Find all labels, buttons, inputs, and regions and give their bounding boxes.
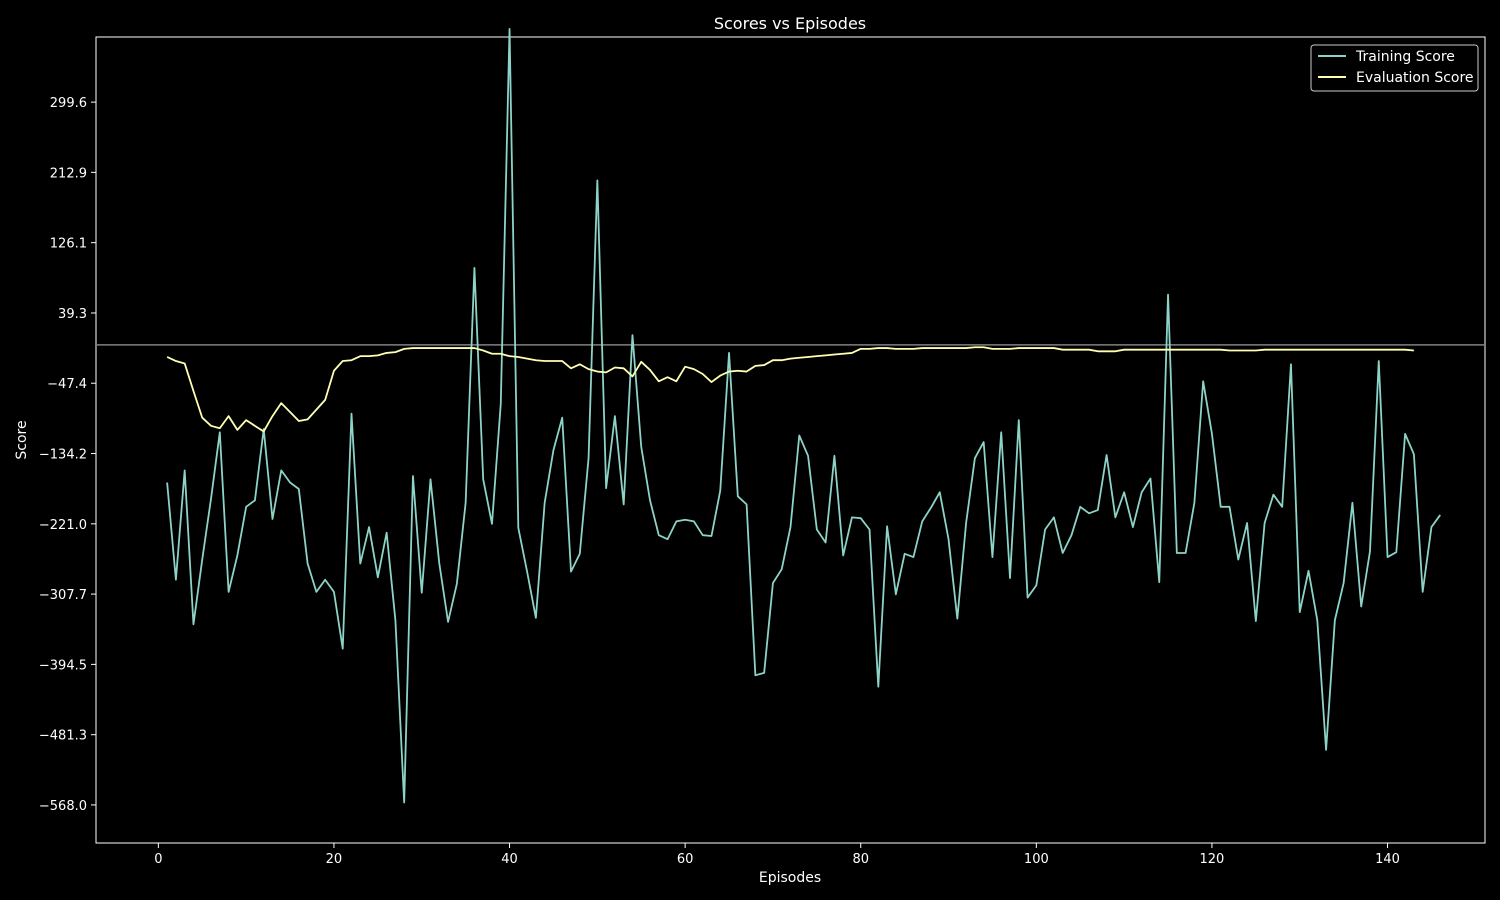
y-tick-label: 126.1 <box>50 237 87 252</box>
legend-label-evaluation: Evaluation Score <box>1356 70 1474 86</box>
x-tick-label: 60 <box>677 852 694 867</box>
y-tick-label: −307.7 <box>39 588 87 603</box>
y-tick-label: −47.4 <box>47 377 87 392</box>
y-axis-label: Score <box>14 420 30 459</box>
legend-box <box>1310 44 1479 92</box>
chart-title: Scores vs Episodes <box>714 14 866 33</box>
y-tick-label: −134.2 <box>39 448 87 463</box>
y-tick-label: 212.9 <box>50 166 87 181</box>
y-tick-label: 39.3 <box>58 307 87 322</box>
legend-label-training: Training Score <box>1355 49 1455 65</box>
series-layer <box>166 27 1441 804</box>
y-tick-label: −221.0 <box>39 518 87 533</box>
y-tick-label: −568.0 <box>39 799 87 814</box>
y-tick-label: 299.6 <box>50 96 87 111</box>
series-line-0 <box>166 27 1441 804</box>
x-axis-ticks: 0 20 40 60 80 100 120 140 <box>154 843 1400 867</box>
x-tick-label: 120 <box>1200 852 1225 867</box>
x-tick-label: 80 <box>852 852 869 867</box>
x-tick-label: 100 <box>1024 852 1049 867</box>
y-axis-ticks: −568.0 −481.3 −394.5 −307.7 −221.0 −134.2 −47.… <box>39 96 96 814</box>
x-tick-label: 140 <box>1375 852 1400 867</box>
x-tick-label: 20 <box>326 852 343 867</box>
plot-frame <box>95 36 1486 844</box>
y-tick-label: −481.3 <box>39 729 87 744</box>
y-tick-label: −394.5 <box>39 658 87 673</box>
x-tick-label: 40 <box>501 852 518 867</box>
x-tick-label: 0 <box>154 852 162 867</box>
legend: Training Score Evaluation Score <box>1310 44 1479 92</box>
series-line-1 <box>166 346 1414 433</box>
x-axis-label: Episodes <box>759 870 821 886</box>
